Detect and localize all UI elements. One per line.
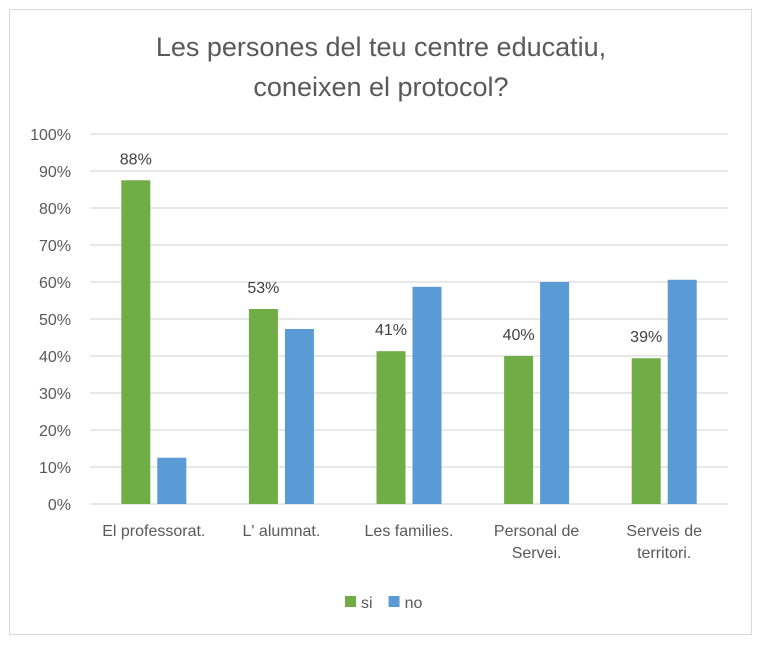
y-tick-label: 90% (39, 164, 71, 181)
y-tick-label: 60% (39, 275, 71, 292)
bar-si (248, 309, 278, 504)
chart-title-line-1: Les persones del teu centre educatiu, (155, 32, 607, 62)
chart-title: Les persones del teu centre educatiu, co… (0, 27, 762, 107)
x-category-label: Les families. (365, 523, 454, 540)
legend-label-si: si (361, 595, 373, 612)
legend-swatch-no (388, 596, 400, 607)
legend-label-no: no (405, 595, 423, 612)
y-tick-label: 100% (30, 127, 71, 144)
x-category-label: territori. (637, 545, 691, 562)
x-category-label: El professorat. (102, 523, 205, 540)
bar-no (157, 457, 187, 504)
bar-no (412, 286, 442, 504)
bar-no (667, 279, 697, 504)
bar-si (631, 358, 661, 504)
y-tick-label: 40% (39, 349, 71, 366)
legend-swatch-si (345, 596, 356, 607)
bar-no (284, 328, 314, 504)
data-label: 53% (247, 280, 279, 297)
bar-si (504, 356, 534, 504)
y-tick-label: 80% (39, 201, 71, 218)
y-tick-label: 20% (39, 423, 71, 440)
x-category-label: Serveis de (626, 523, 702, 540)
y-tick-label: 10% (39, 460, 71, 477)
data-label: 88% (120, 151, 152, 168)
x-category-label: Personal de (494, 523, 579, 540)
data-label: 39% (630, 329, 662, 346)
bar-si (376, 351, 406, 504)
y-tick-label: 0% (48, 497, 71, 514)
bar-no (540, 282, 570, 504)
data-label: 41% (375, 322, 407, 339)
x-category-label: Servei. (512, 545, 562, 562)
y-tick-label: 70% (39, 238, 71, 255)
y-tick-label: 30% (39, 386, 71, 403)
x-category-label: L' alumnat. (243, 523, 321, 540)
chart-title-line-2: coneixen el protocol? (253, 72, 509, 102)
data-label: 40% (503, 327, 535, 344)
y-tick-label: 50% (39, 312, 71, 329)
bar-si (121, 180, 151, 504)
